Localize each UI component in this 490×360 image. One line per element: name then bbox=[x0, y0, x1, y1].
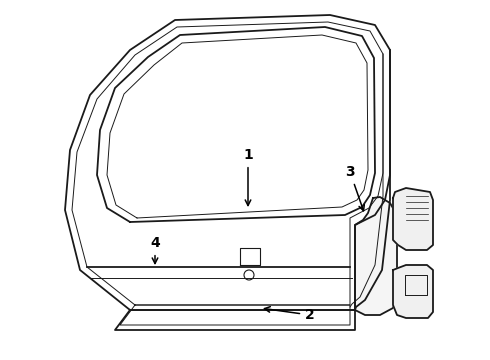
Polygon shape bbox=[355, 197, 397, 315]
Text: 4: 4 bbox=[150, 236, 160, 264]
Text: 1: 1 bbox=[243, 148, 253, 206]
Polygon shape bbox=[393, 265, 433, 318]
Text: 3: 3 bbox=[345, 165, 364, 211]
Polygon shape bbox=[393, 188, 433, 250]
Text: 2: 2 bbox=[265, 307, 315, 322]
